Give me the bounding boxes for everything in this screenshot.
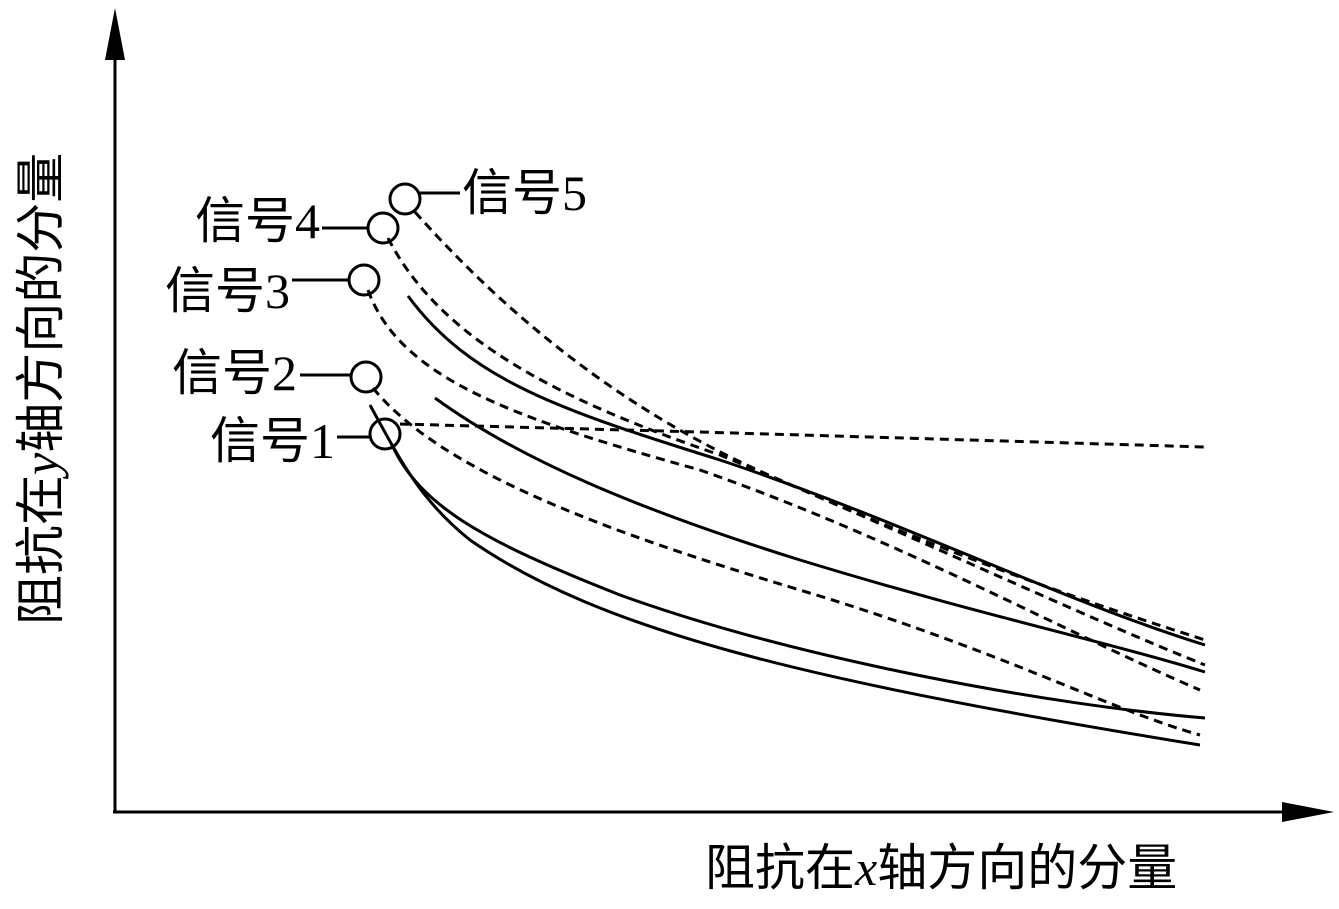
dashed-curve — [386, 237, 1206, 667]
signal-label: 信号4 — [195, 193, 320, 249]
dashed-curve — [399, 422, 1206, 449]
y-label-part: y — [13, 452, 69, 480]
x-axis-label: 阻抗在x轴方向的分量 — [705, 840, 1177, 896]
solid-curve — [406, 295, 1206, 647]
x-label-part: x — [854, 840, 877, 896]
signal-marker — [388, 182, 422, 216]
solid-curve — [390, 444, 1206, 720]
signal-label: 信号1 — [210, 413, 335, 469]
y-label-part: 轴方向的分量 — [13, 153, 69, 453]
axes — [105, 8, 1334, 822]
signal-marker — [349, 360, 383, 394]
x-arrow — [1282, 802, 1334, 822]
y-arrow — [105, 8, 125, 60]
markers — [292, 182, 460, 451]
signal-label: 信号5 — [462, 165, 587, 221]
solid-curve — [368, 404, 1201, 747]
signal-label: 信号2 — [172, 345, 297, 401]
dashed-curve — [413, 211, 1206, 642]
signal-marker — [347, 263, 381, 297]
dashed-curve — [371, 387, 1201, 737]
solid-curve — [434, 396, 1206, 674]
signal-marker — [368, 417, 402, 451]
signal-marker — [366, 211, 400, 245]
x-label-part: 轴方向的分量 — [877, 840, 1177, 896]
curves — [366, 211, 1206, 747]
y-label-part: 阻抗在 — [13, 475, 69, 625]
signal-label: 信号3 — [165, 263, 290, 319]
x-label-part: 阻抗在 — [705, 840, 855, 896]
y-axis-label: 阻抗在y轴方向的分量 — [13, 153, 69, 625]
